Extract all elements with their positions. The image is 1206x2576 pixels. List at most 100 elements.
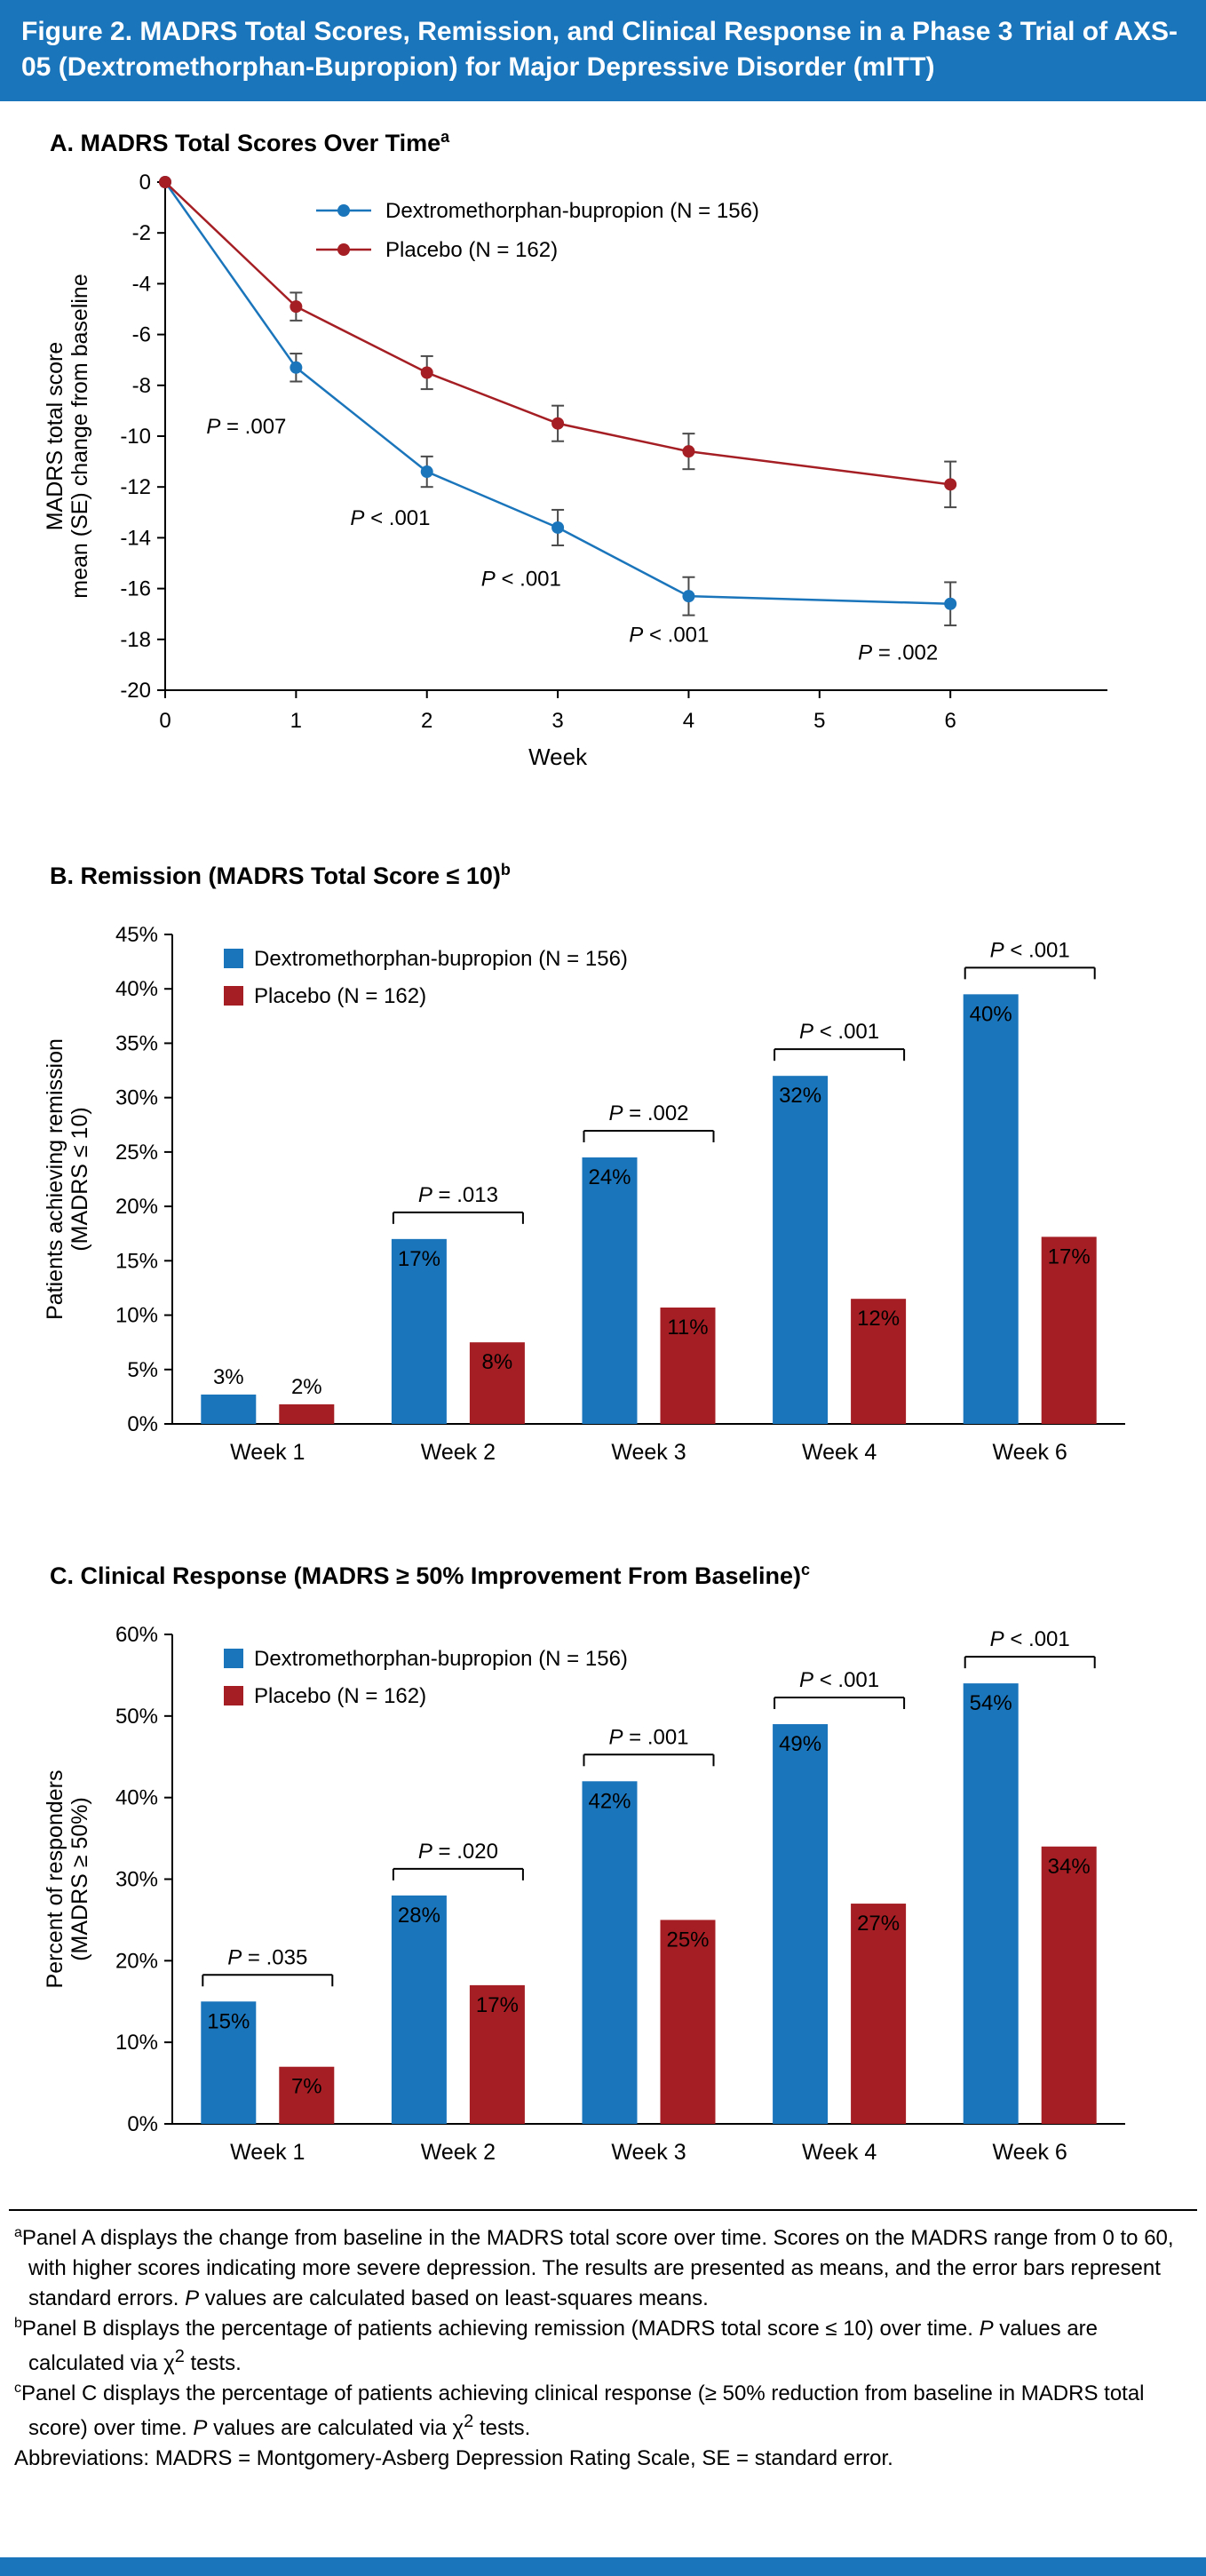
category-label: Week 1 bbox=[230, 1440, 305, 1465]
legend-swatch bbox=[224, 948, 243, 968]
svg-text:45%: 45% bbox=[115, 923, 158, 947]
p-value-label: P < .001 bbox=[350, 506, 430, 530]
svg-text:30%: 30% bbox=[115, 1085, 158, 1109]
bar-value-label: 17% bbox=[1048, 1244, 1091, 1268]
p-value-label: P = .035 bbox=[227, 1945, 307, 1969]
svg-text:-20: -20 bbox=[120, 679, 151, 703]
svg-text:5: 5 bbox=[813, 709, 825, 733]
bar-value-label: 7% bbox=[291, 2074, 322, 2098]
panel-a-title-text: A. MADRS Total Scores Over Time bbox=[50, 129, 441, 156]
svg-text:6: 6 bbox=[944, 709, 956, 733]
svg-text:5%: 5% bbox=[127, 1358, 158, 1382]
bar bbox=[201, 2001, 257, 2124]
legend-label: Placebo (N = 162) bbox=[254, 1684, 426, 1708]
bar-value-label: 24% bbox=[588, 1165, 631, 1189]
footnotes: aPanel A displays the change from baseli… bbox=[9, 2208, 1197, 2475]
panel-b: B. Remission (MADRS Total Score ≤ 10)b 0… bbox=[0, 861, 1206, 1479]
data-point bbox=[682, 444, 695, 457]
legend-label: Placebo (N = 162) bbox=[254, 984, 426, 1008]
bar-value-label: 17% bbox=[398, 1247, 440, 1271]
panel-c-title-text: C. Clinical Response (MADRS ≥ 50% Improv… bbox=[50, 1562, 802, 1589]
svg-text:-8: -8 bbox=[132, 374, 151, 398]
bar bbox=[1041, 1236, 1097, 1424]
panel-c-title: C. Clinical Response (MADRS ≥ 50% Improv… bbox=[50, 1561, 1167, 1590]
legend-label: Dextromethorphan-bupropion (N = 156) bbox=[385, 199, 759, 223]
bar-value-label: 27% bbox=[857, 1912, 900, 1936]
data-point bbox=[551, 521, 565, 534]
p-value-label: P < .001 bbox=[799, 1668, 879, 1692]
svg-text:3: 3 bbox=[551, 709, 563, 733]
bar bbox=[469, 1984, 525, 2124]
p-value-label: P = .020 bbox=[418, 1840, 498, 1864]
data-point bbox=[159, 175, 171, 188]
legend-marker bbox=[337, 203, 350, 217]
bar-value-label: 17% bbox=[476, 1993, 519, 2017]
svg-text:40%: 40% bbox=[115, 977, 158, 1001]
panel-a: A. MADRS Total Scores Over Timea 0 -2 -4 -6… bbox=[0, 128, 1206, 786]
bar-value-label: 28% bbox=[398, 1904, 440, 1928]
svg-text:60%: 60% bbox=[115, 1623, 158, 1647]
bar bbox=[469, 1341, 525, 1424]
response-bar-chart: 0% 10% 20% 30% 40% 50% 60% Percent of responder… bbox=[43, 1623, 1125, 2165]
svg-text:35%: 35% bbox=[115, 1031, 158, 1055]
bottom-accent-bar bbox=[0, 2557, 1206, 2576]
data-point bbox=[290, 299, 303, 313]
bar bbox=[201, 1394, 257, 1424]
bar bbox=[279, 1403, 335, 1424]
svg-text:-6: -6 bbox=[132, 322, 151, 346]
svg-text:4: 4 bbox=[683, 709, 694, 733]
figure-title-bar: Figure 2. MADRS Total Scores, Remission,… bbox=[0, 0, 1206, 101]
category-label: Week 4 bbox=[802, 2140, 877, 2165]
bar-value-label: 8% bbox=[482, 1350, 513, 1374]
x-axis-label: Week bbox=[528, 743, 588, 770]
svg-text:40%: 40% bbox=[115, 1785, 158, 1809]
y-axis-label: Patients achieving remission(MADRS ≤ 10) bbox=[43, 1038, 92, 1320]
svg-text:0%: 0% bbox=[127, 1412, 158, 1436]
bar bbox=[279, 2066, 335, 2124]
data-point bbox=[944, 597, 957, 610]
footnote: Abbreviations: MADRS = Montgomery-Asberg… bbox=[14, 2446, 893, 2471]
bar bbox=[660, 1920, 716, 2124]
p-value-label: P < .001 bbox=[629, 623, 709, 647]
svg-text:-18: -18 bbox=[120, 628, 151, 652]
panel-a-title: A. MADRS Total Scores Over Timea bbox=[50, 128, 1167, 157]
category-label: Week 1 bbox=[230, 2140, 305, 2165]
madrs-line-chart: 0 -2 -4 -6 -8 -10 -12 -14 -16 -18 -20 0 1 2 3 4 5 6 Week MA… bbox=[43, 171, 1107, 770]
p-value-label: P = .002 bbox=[608, 1101, 688, 1125]
bar-value-label: 15% bbox=[207, 2009, 250, 2033]
category-label: Week 3 bbox=[611, 1440, 686, 1465]
svg-text:-16: -16 bbox=[120, 576, 151, 600]
svg-text:0: 0 bbox=[139, 171, 151, 195]
svg-text:-2: -2 bbox=[132, 221, 151, 245]
bar bbox=[660, 1307, 716, 1424]
svg-text:-10: -10 bbox=[120, 425, 151, 449]
bar bbox=[851, 1298, 907, 1424]
p-value-label: P < .001 bbox=[990, 1627, 1070, 1651]
panel-b-title-superscript: b bbox=[500, 860, 511, 879]
bar-value-label: 25% bbox=[666, 1928, 709, 1952]
p-value-label: P = .002 bbox=[858, 640, 938, 664]
p-value-label: P = .007 bbox=[206, 415, 286, 439]
bar-value-label: 42% bbox=[588, 1789, 631, 1813]
svg-text:-4: -4 bbox=[132, 272, 151, 296]
svg-text:10%: 10% bbox=[115, 1303, 158, 1327]
legend-label: Dextromethorphan-bupropion (N = 156) bbox=[254, 947, 628, 971]
svg-text:50%: 50% bbox=[115, 1705, 158, 1729]
bar-value-label: 2% bbox=[291, 1375, 322, 1399]
panel-c-title-superscript: c bbox=[801, 1560, 811, 1578]
series-line bbox=[163, 181, 951, 605]
category-label: Week 6 bbox=[993, 1440, 1067, 1465]
category-label: Week 2 bbox=[421, 1440, 496, 1465]
bar bbox=[391, 1895, 447, 2124]
y-axis-label: Percent of responders(MADRS ≥ 50%) bbox=[43, 1769, 92, 1988]
footnote: bPanel B displays the percentage of pati… bbox=[14, 2316, 1099, 2376]
bar bbox=[963, 994, 1019, 1424]
p-value-label: P = .013 bbox=[418, 1183, 498, 1207]
svg-text:-12: -12 bbox=[120, 475, 151, 499]
panel-b-title-text: B. Remission (MADRS Total Score ≤ 10) bbox=[50, 862, 501, 889]
bar bbox=[582, 1157, 638, 1424]
legend-label: Placebo (N = 162) bbox=[385, 238, 558, 262]
bar bbox=[773, 1075, 829, 1424]
panel-a-title-superscript: a bbox=[440, 127, 450, 146]
bar-value-label: 11% bbox=[667, 1316, 708, 1340]
